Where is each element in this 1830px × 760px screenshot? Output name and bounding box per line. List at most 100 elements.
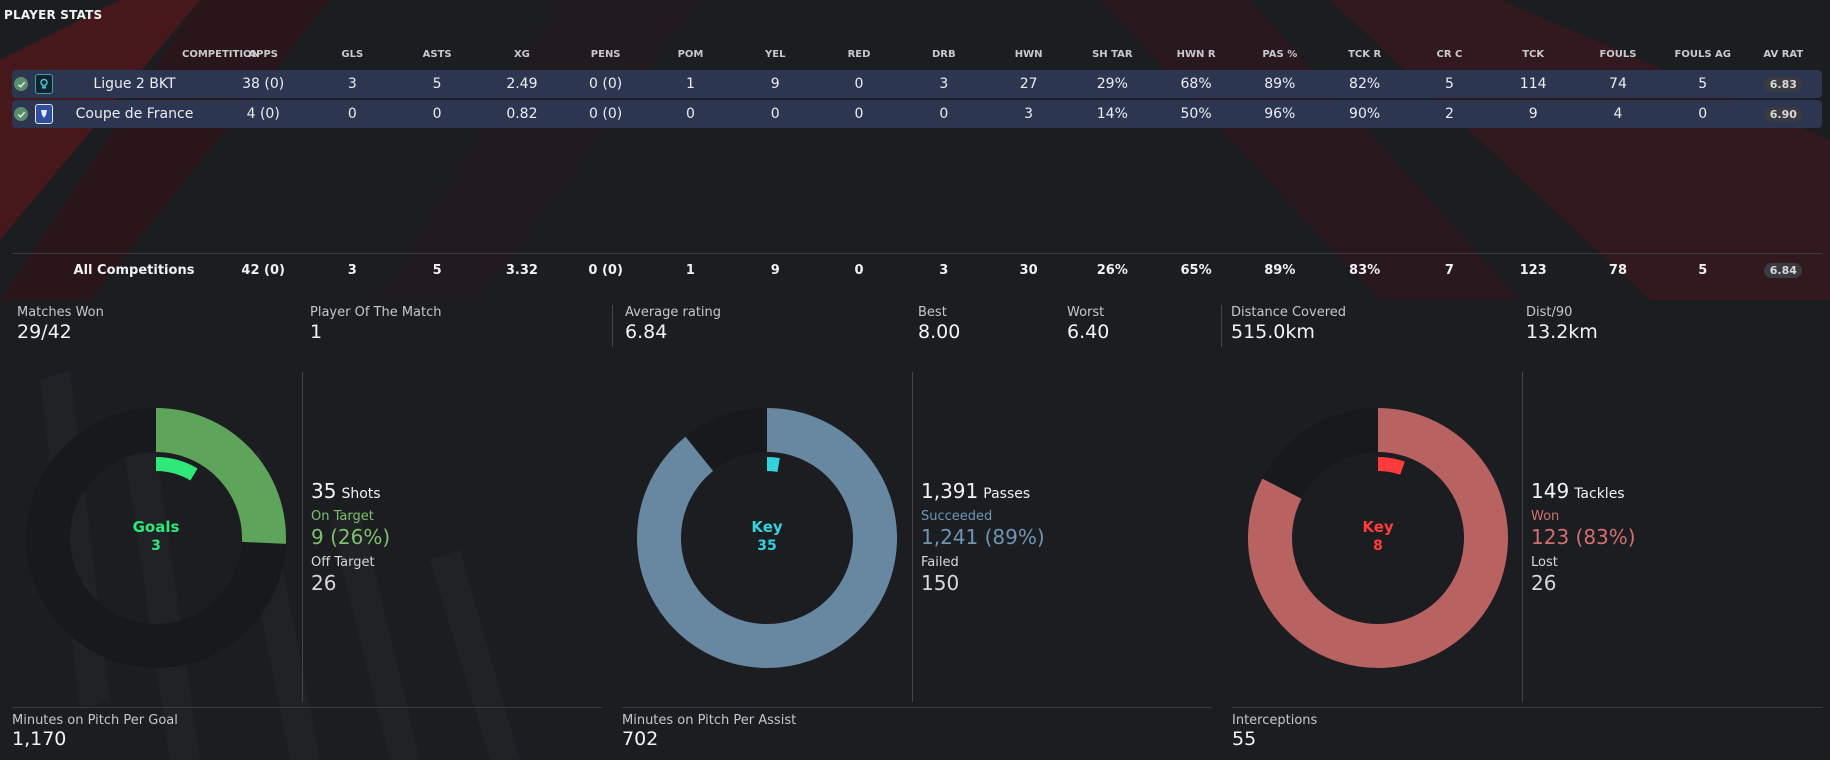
shots-donut-chart bbox=[26, 408, 286, 668]
cell-pom: 0 bbox=[647, 100, 734, 128]
cell-fouls: 4 bbox=[1575, 100, 1661, 128]
mins-per-assist-label: Minutes on Pitch Per Assist bbox=[622, 713, 797, 728]
table-row[interactable]: Coupe de France 4 (0) 0 0 0.82 0 (0) 0 0… bbox=[12, 100, 1822, 128]
cell-gls: 0 bbox=[310, 100, 395, 128]
check-icon bbox=[14, 107, 28, 121]
cell-cr-c: 5 bbox=[1407, 70, 1492, 98]
cell-asts: 5 bbox=[394, 70, 481, 98]
total-asts: 5 bbox=[432, 262, 442, 278]
passes-total-label: Passes bbox=[983, 486, 1031, 502]
col-header-gls[interactable]: GLS bbox=[341, 48, 364, 60]
cell-xg: 2.49 bbox=[480, 70, 564, 98]
col-header-xg[interactable]: XG bbox=[513, 48, 530, 60]
total-drb: 3 bbox=[939, 262, 949, 278]
col-header-tck-r[interactable]: TCK R bbox=[1348, 48, 1382, 60]
col-header-hwn-r[interactable]: HWN R bbox=[1176, 48, 1216, 60]
donut-highlight-key bbox=[1377, 457, 1405, 475]
donut-segment-succeeded bbox=[637, 408, 897, 668]
col-header-fouls-ag[interactable]: FOULS AG bbox=[1674, 48, 1731, 60]
shots-total: 35 bbox=[311, 479, 337, 503]
worst-value: 6.40 bbox=[1067, 321, 1110, 343]
chart-divider bbox=[302, 372, 303, 702]
col-header-cr-c[interactable]: CR C bbox=[1436, 48, 1463, 60]
table-row[interactable]: Ligue 2 BKT 38 (0) 3 5 2.49 0 (0) 1 9 0 … bbox=[12, 70, 1822, 98]
total-xg: 3.32 bbox=[505, 262, 538, 278]
col-header-apps[interactable]: APPS bbox=[248, 48, 278, 60]
col-header-competition[interactable]: COMPETITION bbox=[182, 48, 260, 60]
col-header-pens[interactable]: PENS bbox=[590, 48, 621, 60]
total-pom: 1 bbox=[685, 262, 695, 278]
interceptions-value: 55 bbox=[1232, 728, 1257, 750]
cell-pas-pct: 96% bbox=[1237, 100, 1322, 128]
coupe-de-france-logo-icon bbox=[35, 104, 53, 124]
kpi-divider bbox=[612, 305, 613, 347]
competition-name[interactable]: Coupe de France bbox=[75, 106, 194, 122]
col-header-asts[interactable]: ASTS bbox=[422, 48, 452, 60]
col-header-pas-pct[interactable]: PAS % bbox=[1262, 48, 1298, 60]
footer-divider bbox=[12, 707, 602, 708]
interceptions-label: Interceptions bbox=[1232, 713, 1318, 728]
col-header-fouls[interactable]: FOULS bbox=[1599, 48, 1637, 60]
avg-rating-value: 6.84 bbox=[625, 321, 668, 343]
footer-divider bbox=[622, 707, 1212, 708]
kpi-divider bbox=[1221, 305, 1222, 347]
cell-yel: 0 bbox=[733, 100, 818, 128]
off-target-label: Off Target bbox=[311, 555, 375, 570]
potm-label: Player Of The Match bbox=[310, 305, 442, 320]
cell-red: 0 bbox=[817, 70, 901, 98]
total-yel: 9 bbox=[770, 262, 780, 278]
cell-tck: 9 bbox=[1491, 100, 1576, 128]
failed-label: Failed bbox=[921, 555, 959, 570]
total-tck: 123 bbox=[1519, 262, 1547, 278]
tackles-center-value: 8 bbox=[1373, 538, 1383, 554]
dist90-stat: Dist/90 13.2km bbox=[1526, 305, 1598, 343]
total-hwn: 30 bbox=[1019, 262, 1038, 278]
dist90-label: Dist/90 bbox=[1526, 305, 1573, 320]
col-header-hwn[interactable]: HWN bbox=[1014, 48, 1043, 60]
table-header-row: COMPETITION APPS GLS ASTS XG PENS POM YE… bbox=[12, 48, 1822, 68]
succeeded-value: 1,241 (89%) bbox=[921, 525, 1045, 549]
distance-label: Distance Covered bbox=[1231, 305, 1347, 320]
col-header-sh-tar[interactable]: SH TAR bbox=[1092, 48, 1133, 60]
rating-badge: 6.90 bbox=[1764, 107, 1803, 122]
mins-per-goal-stat: Minutes on Pitch Per Goal 1,170 bbox=[12, 713, 178, 750]
lost-label: Lost bbox=[1531, 555, 1558, 570]
best-value: 8.00 bbox=[918, 321, 961, 343]
competition-stats-table: COMPETITION APPS GLS ASTS XG PENS POM YE… bbox=[12, 46, 1822, 130]
cell-pens: 0 (0) bbox=[563, 70, 648, 98]
col-header-tck[interactable]: TCK bbox=[1522, 48, 1545, 60]
cell-hwn-r: 68% bbox=[1154, 70, 1238, 98]
cell-sh-tar: 14% bbox=[1070, 100, 1155, 128]
cell-pens: 0 (0) bbox=[563, 100, 648, 128]
col-header-yel[interactable]: YEL bbox=[765, 48, 786, 60]
competition-name[interactable]: Ligue 2 BKT bbox=[93, 76, 176, 92]
col-header-drb[interactable]: DRB bbox=[931, 48, 956, 60]
cell-drb: 3 bbox=[900, 70, 987, 98]
col-header-pom[interactable]: POM bbox=[677, 48, 704, 60]
cell-yel: 9 bbox=[733, 70, 818, 98]
tackles-total-label: Tackles bbox=[1574, 486, 1625, 502]
totals-divider bbox=[12, 253, 1822, 254]
passes-center-label: Key bbox=[751, 518, 783, 536]
mins-per-assist-value: 702 bbox=[622, 728, 659, 750]
passes-center-value: 35 bbox=[757, 538, 777, 554]
passes-total: 1,391 bbox=[921, 479, 979, 503]
worst-label: Worst bbox=[1067, 305, 1105, 320]
passes-summary: 1,391 Passes Succeeded 1,241 (89%) Failed… bbox=[921, 479, 1045, 595]
total-hwn-r: 65% bbox=[1180, 262, 1212, 278]
col-header-red[interactable]: RED bbox=[847, 48, 871, 60]
col-header-av-rat[interactable]: AV RAT bbox=[1763, 48, 1804, 60]
total-fouls: 78 bbox=[1608, 262, 1627, 278]
interceptions-stat: Interceptions 55 bbox=[1232, 713, 1317, 750]
donut-segment-won bbox=[1248, 408, 1508, 668]
cell-tck-r: 82% bbox=[1321, 70, 1408, 98]
distance-stat: Distance Covered 515.0km bbox=[1231, 305, 1346, 343]
total-fouls-ag: 5 bbox=[1698, 262, 1708, 278]
cell-pom: 1 bbox=[647, 70, 734, 98]
mins-per-goal-label: Minutes on Pitch Per Goal bbox=[12, 713, 178, 728]
donut-highlight-goals bbox=[155, 457, 198, 481]
panel-title: PLAYER STATS bbox=[4, 8, 103, 22]
totals-row-table: All Competitions 42 (0) 3 5 3.32 0 (0) 1… bbox=[12, 258, 1822, 282]
failed-value: 150 bbox=[921, 571, 960, 595]
shots-center-value: 3 bbox=[151, 538, 161, 554]
